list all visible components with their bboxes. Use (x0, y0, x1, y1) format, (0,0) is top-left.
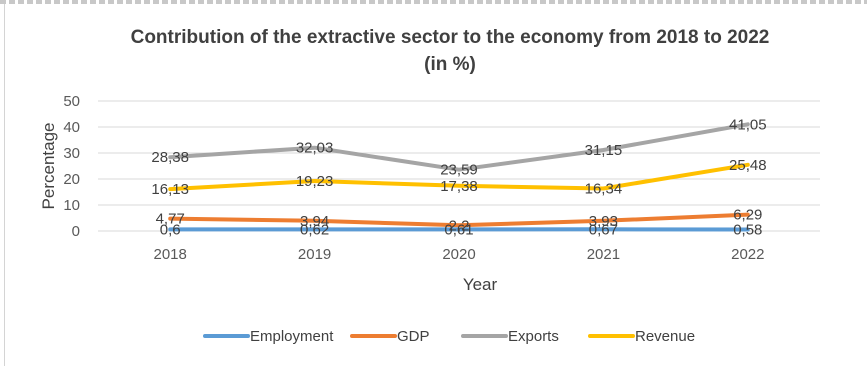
data-label-employment: 0,67 (589, 221, 618, 238)
data-label-gdp: 3,94 (300, 213, 329, 230)
y-axis-ticks: 0 10 20 30 40 50 (63, 93, 80, 240)
data-label-revenue: 17,38 (440, 178, 478, 195)
data-label-employment: 0,6 (160, 221, 181, 238)
x-axis-title: Year (463, 275, 498, 294)
data-label-exports: 41,05 (729, 116, 767, 133)
x-axis-ticks: 2018 2019 2020 2021 2022 (154, 246, 765, 263)
data-label-revenue: 16,34 (585, 181, 623, 198)
chart-title-line-1: Contribution of the extractive sector to… (130, 27, 770, 48)
data-label-employment: 0,62 (300, 221, 329, 238)
y-tick-label: 50 (63, 93, 80, 110)
data-label-exports: 23,59 (440, 162, 478, 179)
series-line-exports (168, 122, 750, 172)
legend-label-employment: Employment (250, 328, 334, 345)
x-tick-label: 2021 (587, 246, 620, 263)
chart-title-line-2: (in %) (424, 54, 476, 75)
data-label-employment: 0,58 (733, 221, 762, 238)
x-tick-label: 2020 (442, 246, 475, 263)
y-tick-label: 30 (63, 145, 80, 162)
data-label-exports: 28,38 (151, 149, 189, 166)
data-label-employment: 0,61 (444, 221, 473, 238)
x-tick-label: 2022 (731, 246, 764, 263)
x-tick-label: 2019 (298, 246, 331, 263)
legend-label-revenue: Revenue (635, 328, 695, 345)
y-tick-label: 10 (63, 197, 80, 214)
data-label-revenue: 19,23 (296, 173, 334, 190)
chart-title: Contribution of the extractive sector to… (90, 24, 810, 78)
data-label-gdp: 2,2 (449, 217, 470, 234)
x-tick-label: 2018 (154, 246, 187, 263)
legend-label-gdp: GDP (397, 328, 430, 345)
data-label-gdp: 4,77 (156, 211, 185, 228)
y-tick-label: 20 (63, 171, 80, 188)
data-label-gdp: 6,29 (733, 207, 762, 224)
y-tick-label: 40 (63, 119, 80, 136)
data-label-exports: 31,15 (585, 142, 623, 159)
y-tick-label: 0 (72, 223, 80, 240)
left-border (4, 4, 5, 366)
series-line-gdp (168, 212, 750, 228)
legend-label-exports: Exports (508, 328, 559, 345)
legend: Employment GDP Exports Revenue (203, 328, 695, 345)
data-label-revenue: 16,13 (151, 181, 189, 198)
data-labels: 0,6 0,62 0,61 0,67 0,58 4,77 3,94 2,2 3,93 6,29 28… (151, 116, 766, 238)
data-label-exports: 32,03 (296, 140, 334, 157)
data-label-revenue: 25,48 (729, 157, 767, 174)
series-line-revenue (168, 162, 750, 192)
y-axis-title: Percentage (39, 123, 58, 210)
series-lines (168, 122, 750, 232)
data-label-gdp: 3,93 (589, 213, 618, 230)
top-border (0, 0, 867, 4)
